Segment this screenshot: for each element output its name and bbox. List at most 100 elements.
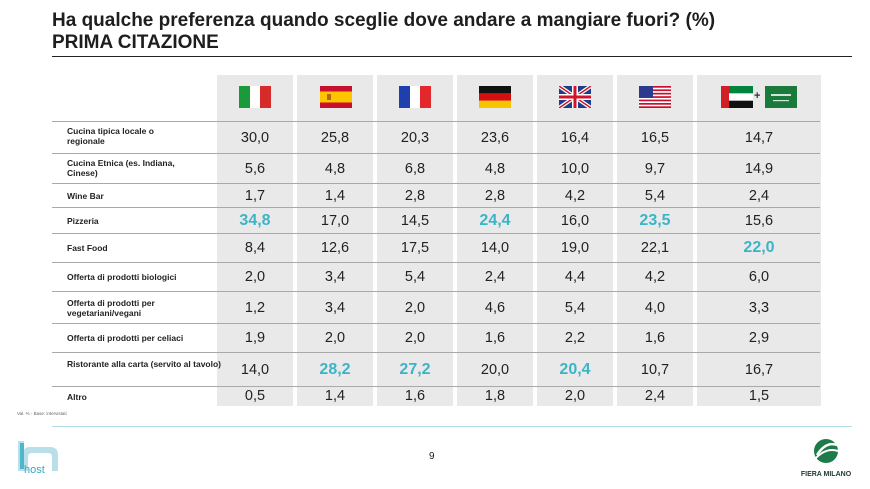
cell-value: 2,4: [748, 188, 770, 204]
cell-value: 14,0: [240, 362, 270, 378]
cell-value: 4,2: [644, 269, 666, 285]
cell-value: 2,9: [748, 330, 770, 346]
fiera-milano-logo-icon: [814, 439, 839, 463]
table-row: Altro 0,5 1,4 1,6 1,8 2,0 2,4 1,5: [52, 387, 820, 406]
spain-flag-icon: [320, 86, 352, 108]
fiera-milano-text: FIERA MILANO: [800, 471, 852, 478]
cell-value-highlighted: 20,4: [559, 361, 591, 378]
cell-value: 17,5: [400, 240, 430, 256]
cell-value: 2,8: [484, 188, 506, 204]
title-text: Ha qualche preferenza quando sceglie dov…: [52, 10, 716, 31]
row-divider: [52, 233, 820, 234]
host-logo: host: [14, 437, 66, 477]
cell-value: 25,8: [320, 130, 350, 146]
column-bg-italy: [217, 75, 293, 406]
cell-value-highlighted: 22,0: [743, 239, 775, 256]
table-row: Ristorante alla carta (servito al tavolo…: [52, 353, 820, 386]
cell-value: 3,3: [748, 300, 770, 316]
subtitle-text: PRIMA CITAZIONE: [52, 32, 219, 53]
cell-value: 1,6: [404, 388, 426, 404]
germany-flag-icon: [479, 86, 511, 108]
cell-value: 1,5: [748, 388, 770, 404]
usa-flag-icon: [639, 86, 671, 108]
column-bg-germany: [457, 75, 533, 406]
column-bg-spain: [297, 75, 373, 406]
cell-value: 1,9: [244, 330, 266, 346]
row-divider: [52, 121, 820, 122]
row-label: Pizzeria: [67, 216, 99, 226]
cell-value: 5,4: [644, 188, 666, 204]
cell-value: 2,4: [484, 269, 506, 285]
cell-value: 17,0: [320, 213, 350, 229]
cell-value: 8,4: [244, 240, 266, 256]
uae-saudi-flags-icon: [721, 86, 797, 108]
cell-value: 14,9: [744, 161, 774, 177]
cell-value: 5,6: [244, 161, 266, 177]
row-divider: [52, 323, 820, 324]
row-label: Altro: [67, 392, 87, 402]
row-divider: [52, 207, 820, 208]
cell-value: 16,5: [640, 130, 670, 146]
cell-value: 1,4: [324, 188, 346, 204]
row-label: Cucina Etnica (es. Indiana, Cinese): [67, 158, 175, 178]
table-row: Wine Bar 1,7 1,4 2,8 2,8 4,2 5,4 2,4: [52, 184, 820, 207]
row-divider: [52, 291, 820, 292]
cell-value: 1,4: [324, 388, 346, 404]
cell-value: 1,7: [244, 188, 266, 204]
flags-joiner: +: [754, 90, 761, 102]
cell-value: 2,0: [324, 330, 346, 346]
row-label: Offerta di prodotti per celiaci: [67, 333, 184, 343]
cell-value-highlighted: 23,5: [639, 212, 671, 229]
title-divider: [52, 56, 852, 57]
table-row: Offerta di prodotti per vegetariani/vega…: [52, 292, 820, 323]
cell-value-highlighted: 24,4: [479, 212, 511, 229]
cell-value: 22,1: [640, 240, 670, 256]
cell-value: 5,4: [564, 300, 586, 316]
france-flag-icon: [399, 86, 431, 108]
cell-value: 3,4: [324, 269, 346, 285]
cell-value-highlighted: 27,2: [399, 361, 431, 378]
cell-value: 4,8: [484, 161, 506, 177]
cell-value: 1,2: [244, 300, 266, 316]
cell-value: 20,3: [400, 130, 430, 146]
cell-value: 14,5: [400, 213, 430, 229]
cell-value: 30,0: [240, 130, 270, 146]
column-bg-usa: [617, 75, 693, 406]
cell-value: 15,6: [744, 213, 774, 229]
cell-value: 16,0: [560, 213, 590, 229]
row-label: Ristorante alla carta (servito al tavolo…: [67, 359, 221, 369]
page-title: Ha qualche preferenza quando sceglie dov…: [52, 10, 715, 54]
table-row: Cucina tipica locale o regionale 30,0 25…: [52, 122, 820, 153]
cell-value: 20,0: [480, 362, 510, 378]
table-row: Fast Food 8,4 12,6 17,5 14,0 19,0 22,1 2…: [52, 234, 820, 262]
cell-value: 16,7: [744, 362, 774, 378]
table-row: Offerta di prodotti per celiaci 1,9 2,0 …: [52, 324, 820, 352]
cell-value: 3,4: [324, 300, 346, 316]
cell-value: 4,2: [564, 188, 586, 204]
column-bg-uae-saudi: [697, 75, 821, 406]
cell-value: 14,0: [480, 240, 510, 256]
cell-value: 4,8: [324, 161, 346, 177]
page-number: 9: [429, 451, 435, 462]
cell-value: 12,6: [320, 240, 350, 256]
row-divider: [52, 352, 820, 353]
cell-value-highlighted: 34,8: [239, 212, 271, 229]
cell-value: 4,0: [644, 300, 666, 316]
cell-value: 2,2: [564, 330, 586, 346]
cell-value: 9,7: [644, 161, 666, 177]
cell-value: 14,7: [744, 130, 774, 146]
cell-value: 1,6: [484, 330, 506, 346]
cell-value-highlighted: 28,2: [319, 361, 351, 378]
cell-value: 1,8: [484, 388, 506, 404]
cell-value: 2,4: [644, 388, 666, 404]
column-bg-france: [377, 75, 453, 406]
row-divider: [52, 183, 820, 184]
row-label: Cucina tipica locale o regionale: [67, 126, 154, 146]
cell-value: 6,8: [404, 161, 426, 177]
row-label: Wine Bar: [67, 191, 104, 201]
host-logo-text: host: [24, 464, 45, 476]
cell-value: 10,7: [640, 362, 670, 378]
cell-value: 0,5: [244, 388, 266, 404]
cell-value: 4,6: [484, 300, 506, 316]
row-divider: [52, 262, 820, 263]
